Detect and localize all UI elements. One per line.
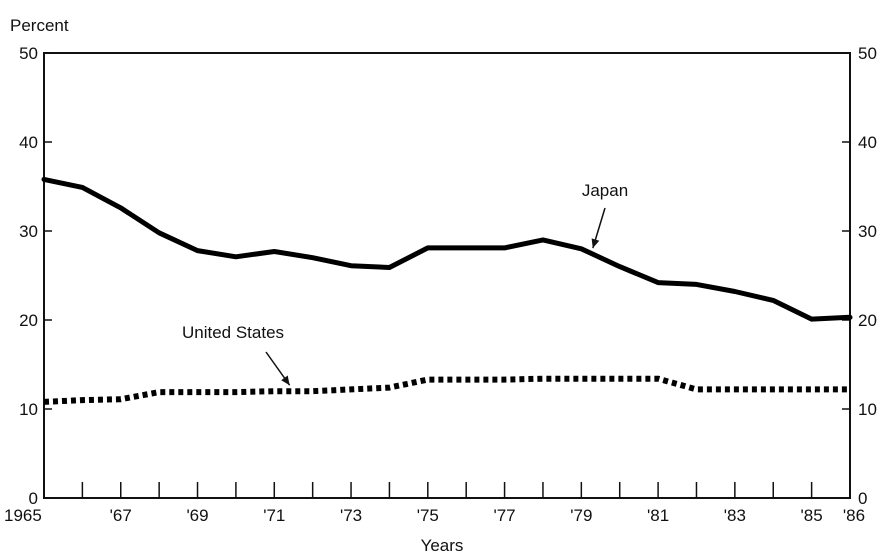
tick-labels: 0 0 10 10 20 20 30 30 40 40 50 50 1965 '67 '69 '71 '73 '7… <box>4 44 877 525</box>
x-tick-label: '83 <box>724 506 746 525</box>
x-tick-label: '69 <box>186 506 208 525</box>
tick-marks <box>43 52 851 499</box>
x-tick-label: '75 <box>417 506 439 525</box>
y-tick-label-right: 10 <box>858 400 877 419</box>
series-line-japan <box>41 176 853 322</box>
series-lines <box>41 176 853 405</box>
y-tick-label-left: 30 <box>19 222 38 241</box>
x-tick-label: '79 <box>570 506 592 525</box>
series-line-united-states <box>43 375 850 405</box>
y-tick-label-left: 20 <box>19 311 38 330</box>
y-tick-label-right: 40 <box>858 133 877 152</box>
x-tick-label: '85 <box>801 506 823 525</box>
y-tick-label-right: 30 <box>858 222 877 241</box>
arrowhead-icon <box>591 238 600 249</box>
y-tick-label-left: 50 <box>19 44 38 63</box>
plot-axes <box>43 52 851 499</box>
x-tick-label: '71 <box>263 506 285 525</box>
x-axis-title: Years <box>421 536 464 553</box>
y-axis-title: Percent <box>10 16 69 35</box>
x-tick-label: '67 <box>110 506 132 525</box>
x-tick-label: '81 <box>647 506 669 525</box>
x-tick-label: 1965 <box>4 506 42 525</box>
y-tick-label-left: 10 <box>19 400 38 419</box>
series-label-united-states: United States <box>182 323 284 342</box>
x-tick-label: '86 <box>843 506 865 525</box>
y-tick-label-left: 0 <box>29 489 38 508</box>
series-label-japan: Japan <box>582 181 628 200</box>
y-tick-label-right: 20 <box>858 311 877 330</box>
x-tick-label: '77 <box>493 506 515 525</box>
arrowhead-icon <box>281 375 290 386</box>
y-tick-label-right: 0 <box>858 489 867 508</box>
series-annotations: Japan United States <box>182 181 628 386</box>
y-tick-label-left: 40 <box>19 133 38 152</box>
x-tick-label: '73 <box>340 506 362 525</box>
y-tick-label-right: 50 <box>858 44 877 63</box>
plot-frame <box>43 52 851 499</box>
